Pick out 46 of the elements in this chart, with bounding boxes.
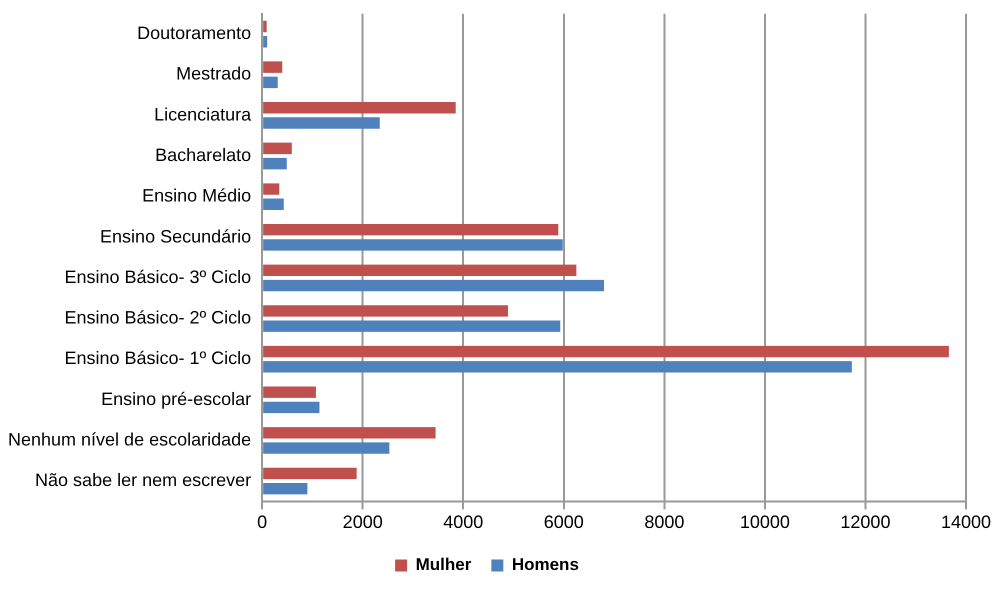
bar [263,361,852,373]
bar [263,20,267,32]
bar [263,198,284,210]
x-tick-label: 0 [257,512,268,532]
y-tick-label: Mestrado [176,64,252,84]
bar [263,142,292,154]
bar [263,320,560,332]
legend-label: Homens [512,555,579,574]
bar [263,183,280,195]
bar [263,102,456,114]
y-tick-label: Ensino Básico- 2º Ciclo [64,308,252,328]
y-tick-label: Bacharelato [155,144,252,165]
bar [263,305,508,317]
x-tick-label: 4000 [443,512,484,532]
bar [263,468,357,480]
x-tick-label: 2000 [342,512,383,532]
x-tick-label: 6000 [544,512,584,532]
bar [263,117,380,129]
bar [263,61,282,73]
bar [263,224,558,236]
bar [263,36,268,48]
x-tick-label: 8000 [644,512,684,532]
x-tick-label: 14000 [940,512,992,532]
y-tick-label: Nenhum nível de escolaridade [8,429,252,450]
bar [263,402,320,414]
bar [263,346,949,358]
bar [263,264,576,276]
bar [263,76,278,88]
bar [263,280,604,292]
y-tick-label: Ensino Básico- 3º Ciclo [64,266,252,287]
bar [263,239,563,251]
bar [263,442,390,454]
y-tick-label: Não sabe ler nem escrever [35,470,252,490]
y-tick-label: Ensino pré-escolar [101,388,252,409]
bar [263,158,287,170]
y-tick-label: Doutoramento [137,23,252,44]
y-tick-label: Ensino Básico- 1º Ciclo [64,348,252,368]
bar [263,427,436,439]
y-tick-label: Licenciatura [154,104,252,124]
x-tick-label: 10000 [740,512,790,532]
x-tick-label: 12000 [840,512,890,532]
bar [263,386,316,398]
legend-label: Mulher [416,555,472,574]
y-tick-label: Ensino Médio [142,186,252,206]
bar [263,482,308,494]
y-tick-label: Ensino Secundário [100,226,252,246]
